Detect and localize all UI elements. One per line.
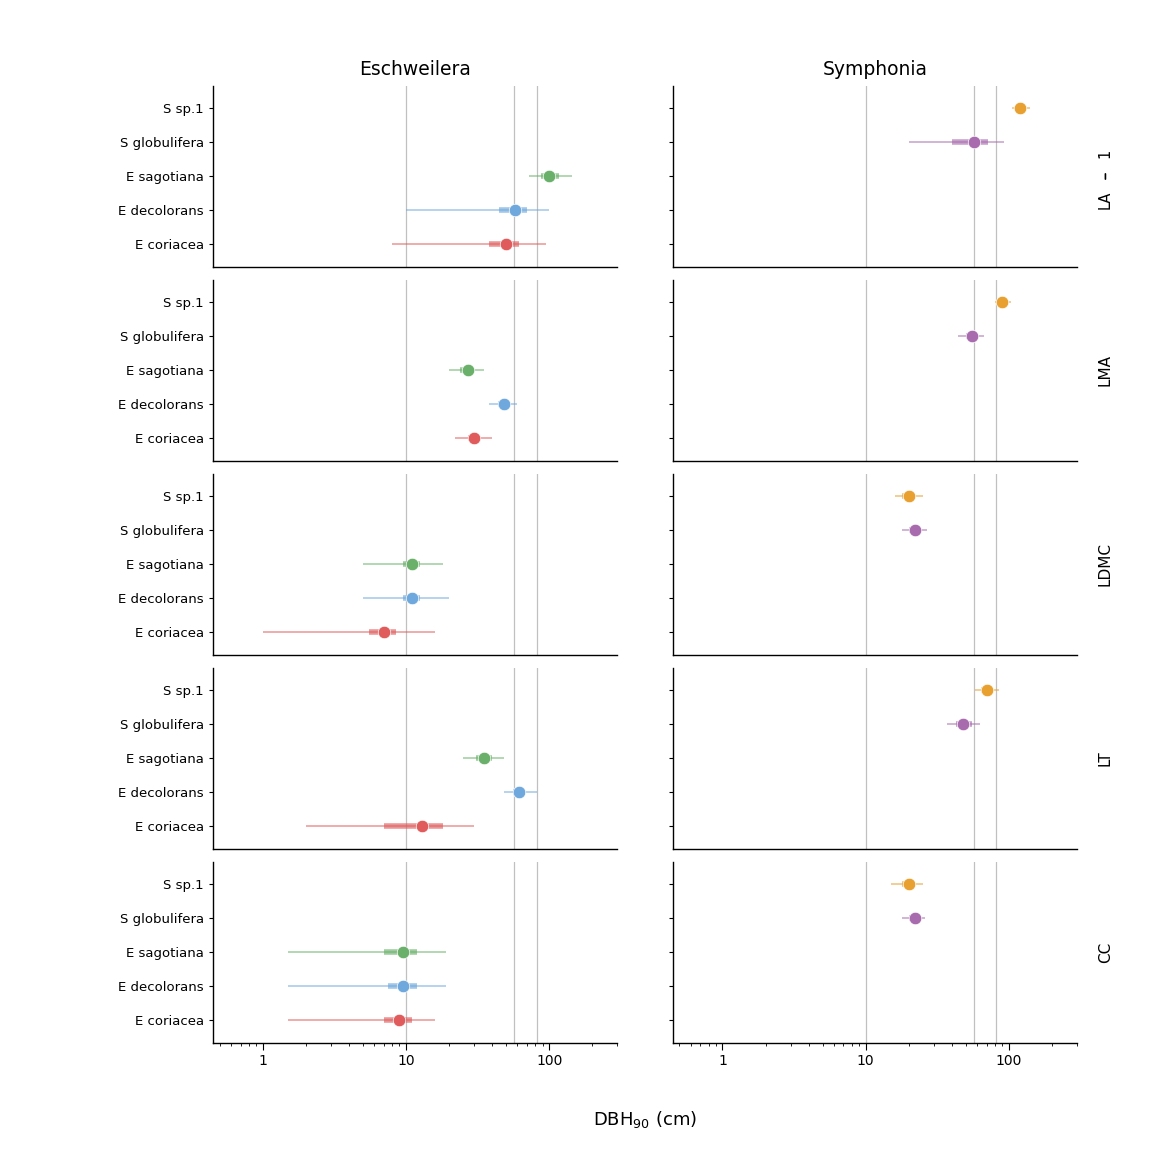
Text: LT: LT [1098, 751, 1113, 766]
Text: LDMC: LDMC [1098, 543, 1113, 586]
Title: Eschweilera: Eschweilera [359, 60, 471, 79]
Text: CC: CC [1098, 942, 1113, 963]
Title: Symphonia: Symphonia [823, 60, 927, 79]
Text: 1: 1 [1098, 149, 1113, 158]
Text: LMA: LMA [1098, 355, 1113, 386]
Text: LA: LA [1098, 191, 1113, 210]
Text: DBH$_{90}$ (cm): DBH$_{90}$ (cm) [593, 1109, 697, 1130]
